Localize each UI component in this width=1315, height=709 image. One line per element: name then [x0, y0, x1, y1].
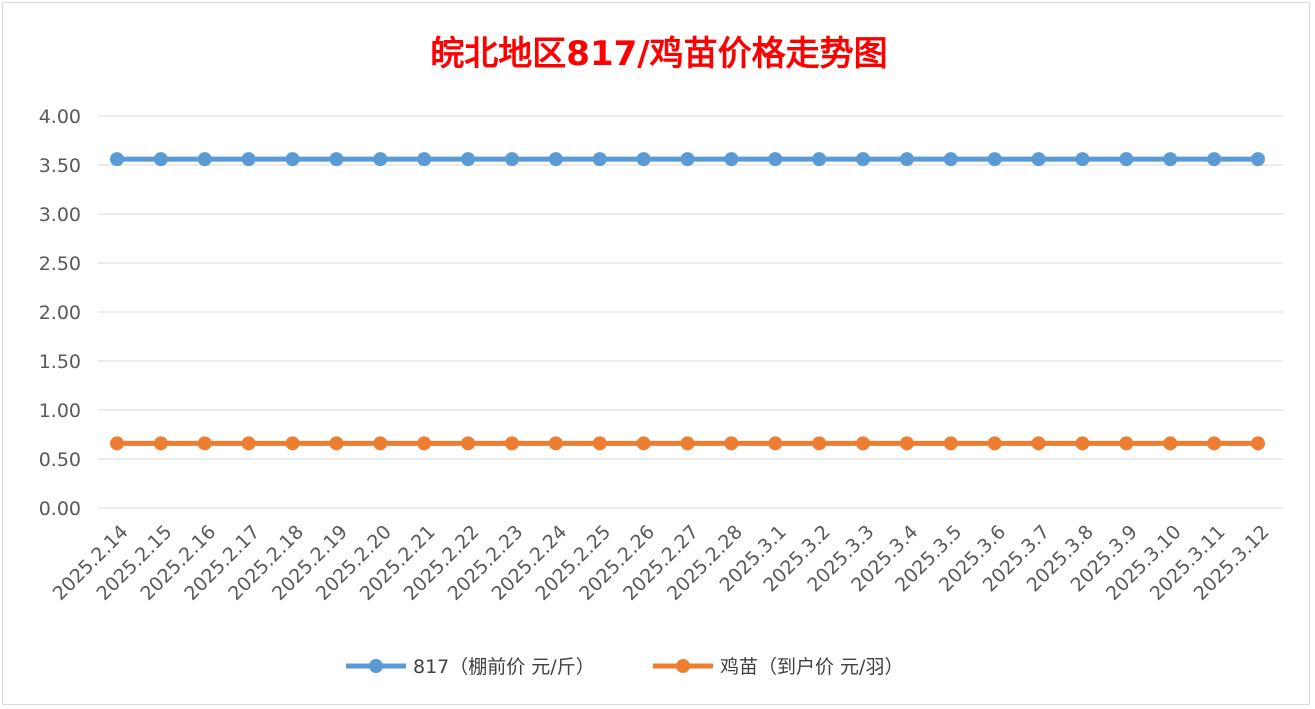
- gridlines: [98, 115, 1283, 509]
- data-point: [592, 436, 607, 451]
- data-point: [329, 436, 344, 451]
- data-point: [1251, 436, 1265, 451]
- data-point: [285, 436, 300, 451]
- data-point: [724, 152, 739, 167]
- data-point: [680, 152, 695, 167]
- y-tick-label: 1.50: [39, 351, 81, 373]
- data-point: [153, 152, 168, 167]
- data-point: [153, 436, 168, 451]
- data-point: [680, 436, 695, 451]
- y-tick-label: 1.00: [39, 400, 81, 422]
- data-point: [1163, 436, 1178, 451]
- data-point: [548, 436, 563, 451]
- y-tick-label: 0.00: [39, 498, 81, 520]
- data-point: [1075, 436, 1090, 451]
- plot-series: [110, 152, 1265, 451]
- data-point: [1163, 152, 1178, 167]
- data-point: [812, 436, 827, 451]
- y-tick-label: 2.00: [39, 302, 81, 324]
- data-point: [943, 152, 958, 167]
- data-point: [548, 152, 563, 167]
- data-point: [504, 436, 519, 451]
- x-axis: 2025.2.142025.2.152025.2.162025.2.172025…: [49, 521, 1274, 605]
- y-tick-label: 4.00: [39, 106, 81, 128]
- data-point: [943, 436, 958, 451]
- legend-marker: [676, 659, 690, 673]
- data-point: [285, 152, 300, 167]
- data-point: [110, 436, 124, 451]
- data-point: [197, 152, 212, 167]
- data-point: [636, 152, 651, 167]
- y-tick-label: 2.50: [39, 253, 81, 275]
- data-point: [1207, 152, 1222, 167]
- data-point: [636, 436, 651, 451]
- data-point: [768, 152, 783, 167]
- data-point: [812, 152, 827, 167]
- data-point: [987, 436, 1002, 451]
- data-point: [1075, 152, 1090, 167]
- data-point: [1207, 436, 1222, 451]
- data-point: [197, 436, 212, 451]
- legend: 817（棚前价 元/斤） 鸡苗（到户价 元/羽）: [346, 656, 903, 678]
- chart-title: 皖北地区817/鸡苗价格走势图: [430, 34, 887, 74]
- data-point: [724, 436, 739, 451]
- data-point: [461, 152, 476, 167]
- data-point: [241, 436, 256, 451]
- data-point: [768, 436, 783, 451]
- data-point: [899, 436, 914, 451]
- y-axis: 0.00 0.50 1.00 1.50 2.00 2.50 3.00 3.50 4.00: [39, 106, 81, 520]
- data-point: [1119, 152, 1134, 167]
- data-point: [504, 152, 519, 167]
- data-point: [1031, 436, 1046, 451]
- legend-label: 817（棚前价 元/斤）: [413, 656, 595, 678]
- data-point: [373, 436, 388, 451]
- y-tick-label: 0.50: [39, 449, 81, 471]
- data-point: [1119, 436, 1134, 451]
- y-tick-label: 3.50: [39, 155, 81, 177]
- data-point: [856, 436, 871, 451]
- legend-marker: [369, 659, 383, 673]
- data-point: [110, 152, 124, 167]
- data-point: [329, 152, 344, 167]
- chart-svg: 皖北地区817/鸡苗价格走势图 0.00 0.50 1.00 1.50 2.00 2.50…: [39, 34, 1283, 678]
- data-point: [461, 436, 476, 451]
- data-point: [987, 152, 1002, 167]
- data-point: [856, 152, 871, 167]
- y-tick-label: 3.00: [39, 204, 81, 226]
- data-point: [1031, 152, 1046, 167]
- data-point: [899, 152, 914, 167]
- data-point: [241, 152, 256, 167]
- data-point: [417, 436, 432, 451]
- legend-label: 鸡苗（到户价 元/羽）: [720, 656, 903, 678]
- data-point: [417, 152, 432, 167]
- data-point: [1251, 152, 1265, 167]
- data-point: [373, 152, 388, 167]
- data-point: [592, 152, 607, 167]
